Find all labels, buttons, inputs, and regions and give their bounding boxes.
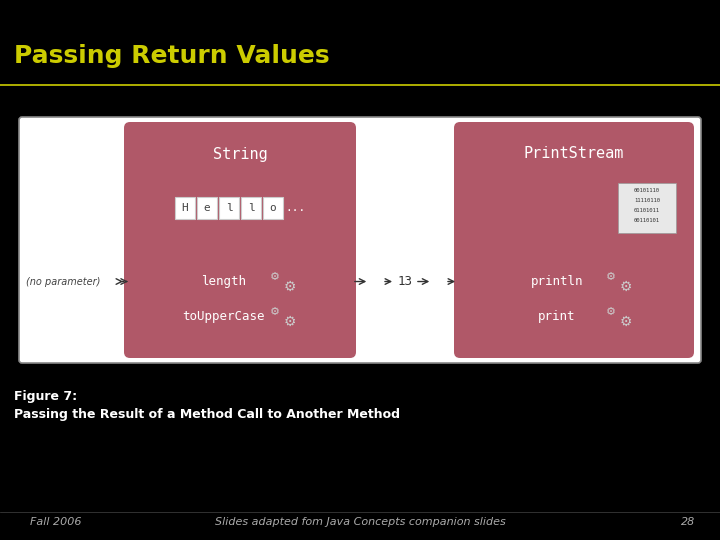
- Text: e: e: [204, 203, 210, 213]
- Text: 00101110: 00101110: [634, 188, 660, 193]
- FancyBboxPatch shape: [462, 130, 686, 178]
- Text: 01101011: 01101011: [634, 208, 660, 213]
- Text: Fall 2006: Fall 2006: [30, 517, 81, 527]
- Text: String: String: [212, 146, 267, 161]
- Text: (no parameter): (no parameter): [26, 276, 100, 287]
- Text: PrintStream: PrintStream: [524, 146, 624, 161]
- Text: ⚙: ⚙: [271, 272, 280, 281]
- Text: ⚙: ⚙: [606, 272, 616, 281]
- Text: Passing the Result of a Method Call to Another Method: Passing the Result of a Method Call to A…: [14, 408, 400, 421]
- Text: toUpperCase: toUpperCase: [182, 310, 265, 323]
- Text: Figure 7:: Figure 7:: [14, 390, 77, 403]
- Text: print: print: [538, 310, 575, 323]
- Text: ⚙: ⚙: [271, 307, 280, 317]
- FancyBboxPatch shape: [133, 175, 347, 241]
- Text: length: length: [201, 275, 246, 288]
- Text: Passing Return Values: Passing Return Values: [14, 44, 330, 68]
- FancyBboxPatch shape: [197, 197, 217, 219]
- Text: ⚙: ⚙: [620, 280, 632, 294]
- FancyBboxPatch shape: [175, 197, 195, 219]
- Text: 13: 13: [397, 275, 413, 288]
- Text: 00110101: 00110101: [634, 218, 660, 223]
- FancyBboxPatch shape: [463, 175, 685, 241]
- Text: Slides adapted fom Java Concepts companion slides: Slides adapted fom Java Concepts compani…: [215, 517, 505, 527]
- Text: println: println: [531, 275, 583, 288]
- Text: 11110110: 11110110: [634, 198, 660, 203]
- FancyBboxPatch shape: [263, 197, 283, 219]
- FancyBboxPatch shape: [219, 197, 239, 219]
- Text: ⚙: ⚙: [284, 280, 296, 294]
- FancyBboxPatch shape: [124, 122, 356, 358]
- Text: 28: 28: [680, 517, 695, 527]
- FancyBboxPatch shape: [462, 238, 686, 350]
- Text: l: l: [248, 203, 254, 213]
- FancyBboxPatch shape: [19, 117, 701, 363]
- Text: o: o: [269, 203, 276, 213]
- Text: ⚙: ⚙: [620, 315, 632, 329]
- FancyBboxPatch shape: [241, 197, 261, 219]
- Text: ⚙: ⚙: [606, 307, 616, 317]
- Text: ...: ...: [285, 203, 305, 213]
- FancyBboxPatch shape: [132, 130, 348, 178]
- FancyBboxPatch shape: [454, 122, 694, 358]
- Text: ⚙: ⚙: [284, 315, 296, 329]
- Text: H: H: [181, 203, 189, 213]
- FancyBboxPatch shape: [132, 238, 348, 350]
- FancyBboxPatch shape: [618, 183, 676, 233]
- Text: l: l: [225, 203, 233, 213]
